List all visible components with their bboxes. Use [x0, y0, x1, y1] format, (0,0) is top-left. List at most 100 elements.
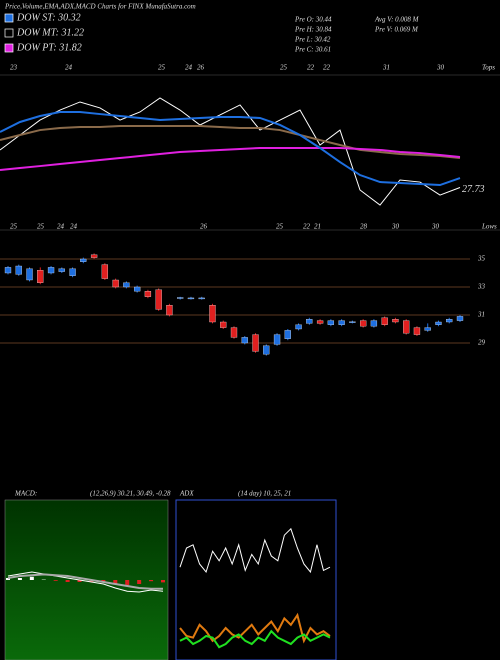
- adx-title: ADX: [179, 490, 194, 498]
- legend-swatch: [4, 13, 14, 23]
- top-date: 23: [10, 64, 18, 72]
- macd-hist: [53, 580, 58, 581]
- y-tick-label: 29: [478, 339, 486, 347]
- legend-swatch: [4, 43, 14, 53]
- candle-body: [69, 268, 76, 276]
- candle-body: [359, 320, 367, 327]
- candle-body: [166, 305, 173, 316]
- candle-body: [4, 267, 12, 274]
- candle-body: [284, 330, 291, 339]
- macd-hist: [125, 580, 130, 586]
- ema-line: [0, 97, 461, 206]
- top-corner: Tops: [482, 64, 495, 72]
- y-tick-label: 35: [477, 255, 486, 263]
- info-label: Pre H: 30.84: [294, 26, 332, 34]
- ema-line: [0, 146, 461, 171]
- candle-body: [58, 268, 65, 272]
- top-date: 31: [382, 64, 390, 72]
- candle-body: [446, 319, 453, 323]
- low-date: 24: [70, 223, 78, 231]
- top-date: 24: [65, 64, 73, 72]
- candle-body: [456, 316, 464, 321]
- header-title: Price,Volume,EMA,ADX,MACD Charts for FIN…: [4, 3, 196, 11]
- candle-body: [155, 289, 162, 310]
- low-date: 25: [37, 223, 45, 231]
- candle-body: [112, 279, 119, 288]
- candle-body: [413, 327, 421, 335]
- macd-hist: [161, 580, 165, 583]
- legend-label: DOW ST: 30.32: [16, 12, 81, 23]
- low-date: 26: [200, 223, 208, 231]
- candle-body: [37, 270, 44, 283]
- candle-body: [15, 265, 22, 275]
- candle-body: [424, 327, 431, 331]
- top-date: 24: [185, 64, 193, 72]
- top-date: 26: [197, 64, 205, 72]
- candle-body: [220, 321, 227, 328]
- info-label: Pre O: 30.44: [294, 16, 332, 24]
- candle-body: [435, 321, 442, 325]
- candle-body: [338, 320, 345, 325]
- top-date: 25: [158, 64, 166, 72]
- candle-body: [403, 320, 410, 334]
- macd-subtitle: (12,26,9) 30.21, 30.49, -0.28: [90, 490, 171, 498]
- candle-body: [90, 254, 98, 258]
- top-date: 25: [280, 64, 288, 72]
- candle-body: [316, 320, 324, 324]
- low-date: 21: [314, 223, 321, 231]
- candle-body: [273, 334, 281, 345]
- candle-body: [230, 327, 238, 338]
- y-tick-label: 33: [477, 283, 486, 291]
- y-tick-label: 31: [477, 311, 485, 319]
- macd-line: [7, 573, 163, 590]
- info-label: Pre L: 30.42: [294, 36, 331, 44]
- adx-panel: [175, 499, 337, 660]
- adx-line: [179, 527, 331, 574]
- candle-body: [209, 305, 216, 323]
- macd-hist: [6, 578, 10, 580]
- top-date: 22: [323, 64, 331, 72]
- macd-hist: [149, 580, 154, 582]
- macd-hist: [17, 578, 22, 580]
- top-date: 30: [436, 64, 445, 72]
- low-date: 28: [360, 223, 368, 231]
- macd-hist: [77, 580, 82, 582]
- ema-line: [0, 125, 461, 159]
- adx-line: [179, 629, 331, 649]
- candle-body: [263, 345, 270, 355]
- annotation: 27.73: [462, 184, 485, 195]
- candle-body: [306, 319, 313, 324]
- candle-body: [26, 268, 33, 281]
- macd-hist: [137, 580, 142, 584]
- candle-body: [370, 320, 378, 327]
- candle-body: [123, 282, 130, 288]
- legend-swatch: [4, 28, 14, 38]
- top-date: 22: [307, 64, 315, 72]
- low-date: 24: [57, 223, 65, 231]
- candle-body: [327, 320, 335, 325]
- low-date: 22: [303, 223, 311, 231]
- candle-body: [241, 337, 248, 344]
- adx-subtitle: (14 day) 10, 25, 21: [238, 490, 291, 498]
- candle-body: [187, 297, 195, 300]
- candle-body: [349, 321, 356, 323]
- candle-body: [392, 319, 399, 323]
- low-date: 25: [10, 223, 18, 231]
- macd-hist: [65, 580, 70, 582]
- info-label: Pre V: 0.069 M: [374, 26, 419, 34]
- macd-hist: [113, 580, 118, 584]
- macd-title: MACD:: [14, 490, 37, 498]
- adx-line: [179, 612, 331, 644]
- candle-body: [177, 297, 184, 299]
- candle-body: [144, 291, 152, 297]
- legend-label: DOW MT: 31.22: [16, 27, 84, 38]
- legend-label: DOW PT: 31.82: [16, 42, 82, 53]
- info-label: Avg V: 0.008 M: [374, 16, 420, 24]
- candle-body: [80, 258, 87, 262]
- low-date: 30: [391, 223, 400, 231]
- candle-body: [101, 264, 109, 279]
- low-corner: Lows: [481, 223, 497, 231]
- low-date: 25: [276, 223, 284, 231]
